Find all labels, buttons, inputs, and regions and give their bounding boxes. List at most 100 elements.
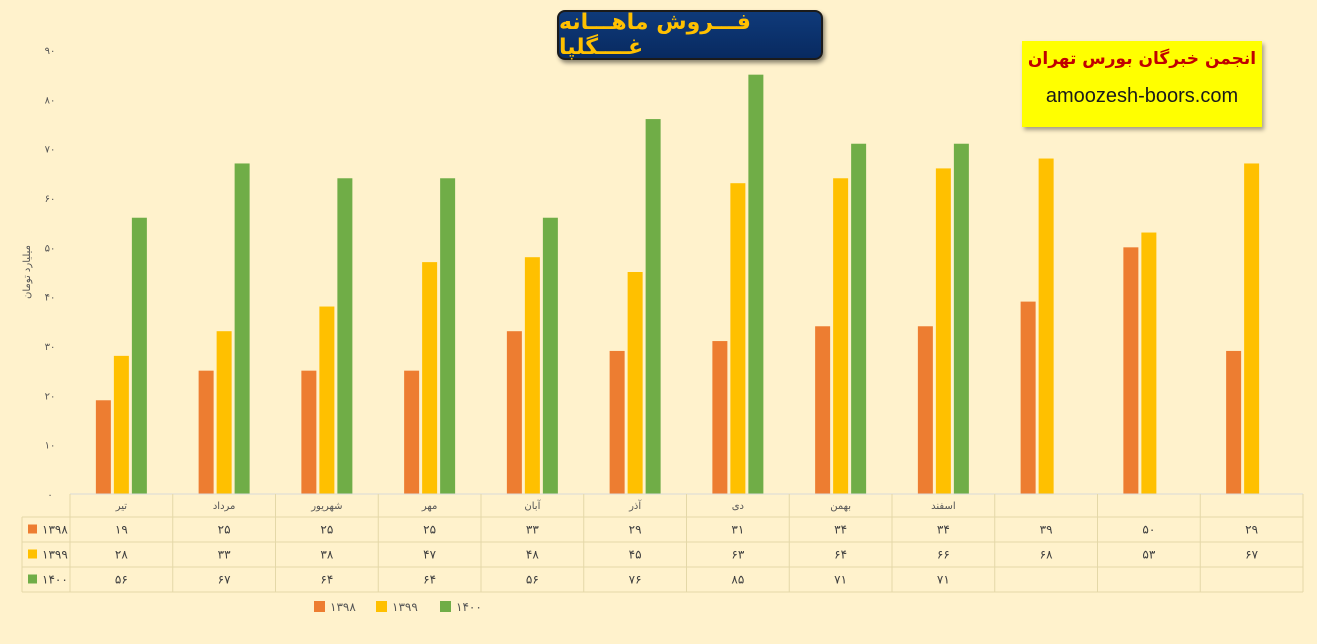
- legend-label: ۱۳۹۹: [392, 600, 418, 614]
- category-label: تیر: [115, 501, 128, 512]
- bar: [1141, 232, 1157, 495]
- data-label: ۴۵: [629, 548, 642, 562]
- y-tick-label: ۳۰: [45, 342, 56, 353]
- category-label: اسفند: [931, 501, 955, 512]
- bar: [609, 350, 625, 494]
- legend-label: ۱۳۹۸: [330, 600, 356, 614]
- category-label: دی: [732, 501, 744, 512]
- legend-label: ۱۴۰۰: [456, 600, 482, 614]
- brand-name: انجمن خبرگان بورس تهران: [1027, 49, 1257, 69]
- chart-title-text: فـــروش ماهـــانه غــــگلپا: [559, 10, 751, 60]
- bar: [131, 217, 147, 494]
- bar: [917, 326, 933, 494]
- y-tick-label: ۶۰: [45, 194, 56, 205]
- data-label: ۳۴: [937, 523, 950, 537]
- bar: [1244, 163, 1260, 494]
- legend-swatch: [314, 601, 325, 612]
- bar: [953, 143, 969, 494]
- data-label: ۶۳: [731, 548, 744, 562]
- data-label: ۶۴: [834, 548, 847, 562]
- bars: [95, 74, 1260, 495]
- data-label: ۷۱: [937, 573, 950, 587]
- data-label: ۲۵: [218, 523, 231, 537]
- data-label: ۲۹: [629, 523, 642, 537]
- category-label: بهمن: [830, 501, 851, 512]
- y-tick-label: ۹۰: [45, 46, 56, 57]
- data-label: ۱۹: [115, 523, 128, 537]
- data-label: ۶۷: [1245, 548, 1258, 562]
- y-axis-label: میلیارد تومان: [22, 245, 33, 299]
- data-label: ۳۸: [320, 548, 333, 562]
- bar: [1020, 301, 1036, 494]
- bar: [730, 183, 746, 494]
- y-tick-label: ۸۰: [45, 95, 56, 106]
- data-label: ۸۵: [731, 573, 744, 587]
- bar: [1226, 350, 1242, 494]
- bar: [422, 262, 438, 494]
- bar: [712, 341, 728, 494]
- brand-banner: انجمن خبرگان بورس تهران amoozesh-boors.c…: [1022, 41, 1262, 127]
- data-label: ۶۴: [320, 573, 333, 587]
- data-label: ۶۴: [423, 573, 436, 587]
- bar: [542, 217, 558, 494]
- data-label: ۳۴: [834, 523, 847, 537]
- bar: [851, 143, 867, 494]
- bar: [198, 370, 214, 494]
- data-label: ۵۳: [1142, 548, 1155, 562]
- bar: [440, 178, 456, 494]
- bar: [815, 326, 831, 494]
- bar: [748, 74, 764, 495]
- bar: [645, 119, 661, 495]
- chart-title: فـــروش ماهـــانه غــــگلپا: [557, 10, 823, 60]
- y-tick-label: ۲۰: [45, 391, 56, 402]
- bar: [337, 178, 353, 494]
- bar: [95, 400, 111, 494]
- data-label: ۶۶: [937, 548, 950, 562]
- bar: [216, 331, 232, 494]
- bar: [833, 178, 849, 494]
- data-label: ۲۵: [320, 523, 333, 537]
- y-tick-label: ۱۰: [45, 441, 56, 452]
- category-label: شهریور: [310, 501, 342, 512]
- series-name: ۱۳۹۹: [42, 548, 68, 562]
- bar: [524, 257, 540, 494]
- series-name: ۱۳۹۸: [42, 523, 68, 537]
- data-label: ۳۹: [1040, 523, 1053, 537]
- legend-key: [28, 574, 37, 584]
- legend-swatch: [376, 601, 387, 612]
- data-label: ۷۱: [834, 573, 847, 587]
- category-label: مهر: [421, 501, 437, 512]
- legend-key: [28, 524, 37, 534]
- category-label: مرداد: [213, 501, 236, 512]
- data-label: ۲۸: [115, 548, 128, 562]
- y-tick-label: ۰: [47, 490, 52, 501]
- legend-swatch: [440, 601, 451, 612]
- data-label: ۶۷: [218, 573, 231, 587]
- category-label: آبان: [524, 499, 541, 512]
- y-tick-label: ۵۰: [45, 243, 56, 254]
- bar: [404, 370, 420, 494]
- bar: [506, 331, 522, 494]
- y-tick-label: ۴۰: [45, 293, 56, 304]
- bar: [234, 163, 250, 494]
- data-label: ۳۱: [731, 523, 744, 537]
- y-tick-label: ۷۰: [45, 145, 56, 156]
- y-axis: ۰ ۱۰ ۲۰ ۳۰ ۴۰ ۵۰ ۶۰ ۷۰ ۸۰ ۹۰: [45, 46, 56, 501]
- bar: [301, 370, 317, 494]
- data-label: ۲۵: [423, 523, 436, 537]
- bar: [113, 355, 129, 494]
- bar: [1123, 247, 1139, 494]
- data-label: ۲۹: [1245, 523, 1258, 537]
- bar: [1038, 158, 1054, 495]
- data-label: ۳۳: [218, 548, 231, 562]
- legend-key: [28, 549, 37, 559]
- bar: [627, 272, 643, 494]
- data-label: ۵۶: [526, 573, 539, 587]
- data-label: ۳۳: [526, 523, 539, 537]
- bar: [319, 306, 335, 494]
- data-label: ۵۶: [115, 573, 128, 587]
- data-label: ۵۰: [1142, 523, 1155, 537]
- legend: ۱۳۹۸ ۱۳۹۹ ۱۴۰۰: [314, 600, 482, 614]
- data-table: تیر مرداد شهریور مهر آبان آذر دی بهمن اسفند ۱۳۹۸ ۱…: [21, 493, 1304, 593]
